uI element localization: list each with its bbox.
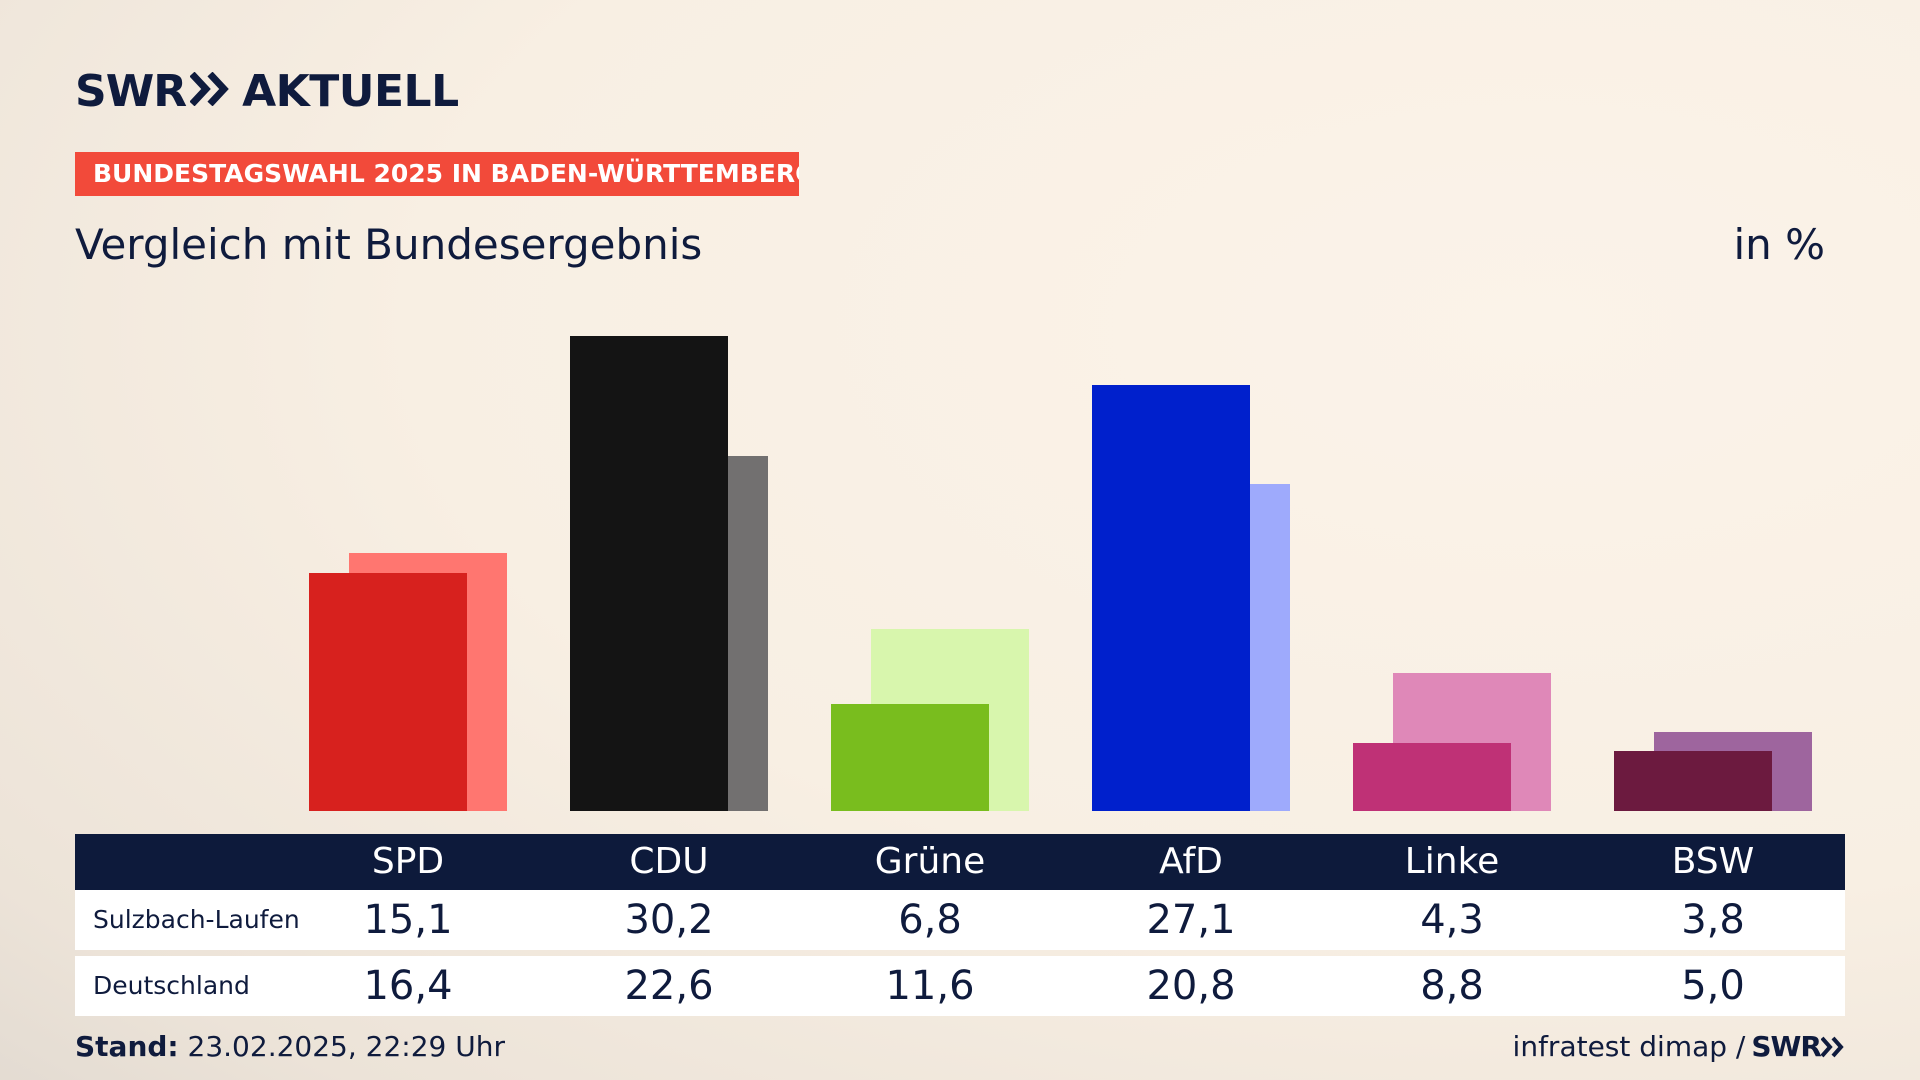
timestamp: Stand: 23.02.2025, 22:29 Uhr xyxy=(75,1030,505,1063)
bar-linke-sulzbach-laufen xyxy=(1353,743,1511,811)
double-chevron-right-icon xyxy=(189,66,230,117)
value-cell: 6,8 xyxy=(898,897,962,943)
table-row: Sulzbach-Laufen 15,1 30,2 6,8 27,1 4,3 3,8 xyxy=(75,890,1845,950)
election-badge: BUNDESTAGSWAHL 2025 IN BADEN-WÜRTTEMBERG xyxy=(75,152,799,196)
value-cell: 3,8 xyxy=(1681,897,1745,943)
logo-word-aktuell: AKTUELL xyxy=(242,65,459,117)
party-header: CDU xyxy=(629,841,709,882)
table-row: Deutschland 16,4 22,6 11,6 20,8 8,8 5,0 xyxy=(75,956,1845,1016)
source-credit: infratest dimap / SWR xyxy=(1513,1030,1845,1063)
results-table: SPD CDU Grüne AfD Linke BSW Sulzbach-Laufen 1… xyxy=(75,834,1845,1016)
bar-afd-sulzbach-laufen xyxy=(1092,385,1250,811)
party-header: SPD xyxy=(371,841,445,882)
party-header: Linke xyxy=(1404,841,1500,882)
value-cell: 16,4 xyxy=(363,963,453,1009)
party-header: BSW xyxy=(1671,841,1755,882)
table-header-row: SPD CDU Grüne AfD Linke BSW xyxy=(75,834,1845,890)
value-cell: 15,1 xyxy=(363,897,453,943)
value-cell: 20,8 xyxy=(1146,963,1236,1009)
bar-spd-sulzbach-laufen xyxy=(309,573,467,811)
bar-grne-sulzbach-laufen xyxy=(831,704,989,811)
party-header: AfD xyxy=(1159,841,1223,882)
value-cell: 27,1 xyxy=(1146,897,1236,943)
value-cell: 11,6 xyxy=(885,963,975,1009)
bar-bsw-sulzbach-laufen xyxy=(1614,751,1772,811)
value-cell: 5,0 xyxy=(1681,963,1745,1009)
source-text: infratest dimap / xyxy=(1512,1030,1746,1063)
swr-footer-logo: SWR xyxy=(1751,1030,1845,1063)
value-cell: 30,2 xyxy=(624,897,714,943)
swr-footer-word: SWR xyxy=(1751,1030,1822,1063)
value-cell: 22,6 xyxy=(624,963,714,1009)
row-label: Deutschland xyxy=(93,971,250,1000)
value-cell: 8,8 xyxy=(1420,963,1484,1009)
chart-unit: in % xyxy=(1733,220,1825,269)
value-cell: 4,3 xyxy=(1420,897,1484,943)
party-header: Grüne xyxy=(874,841,986,882)
logo-word-swr: SWR xyxy=(75,65,187,117)
double-chevron-right-icon xyxy=(1821,1036,1844,1057)
chart-title: Vergleich mit Bundesergebnis xyxy=(75,220,703,269)
swr-aktuell-logo: SWR AKTUELL xyxy=(75,65,459,117)
bar-cdu-sulzbach-laufen xyxy=(570,336,728,811)
row-label: Sulzbach-Laufen xyxy=(93,905,300,934)
stand-value: 23.02.2025, 22:29 Uhr xyxy=(187,1030,505,1063)
stand-label: Stand: xyxy=(75,1030,179,1063)
